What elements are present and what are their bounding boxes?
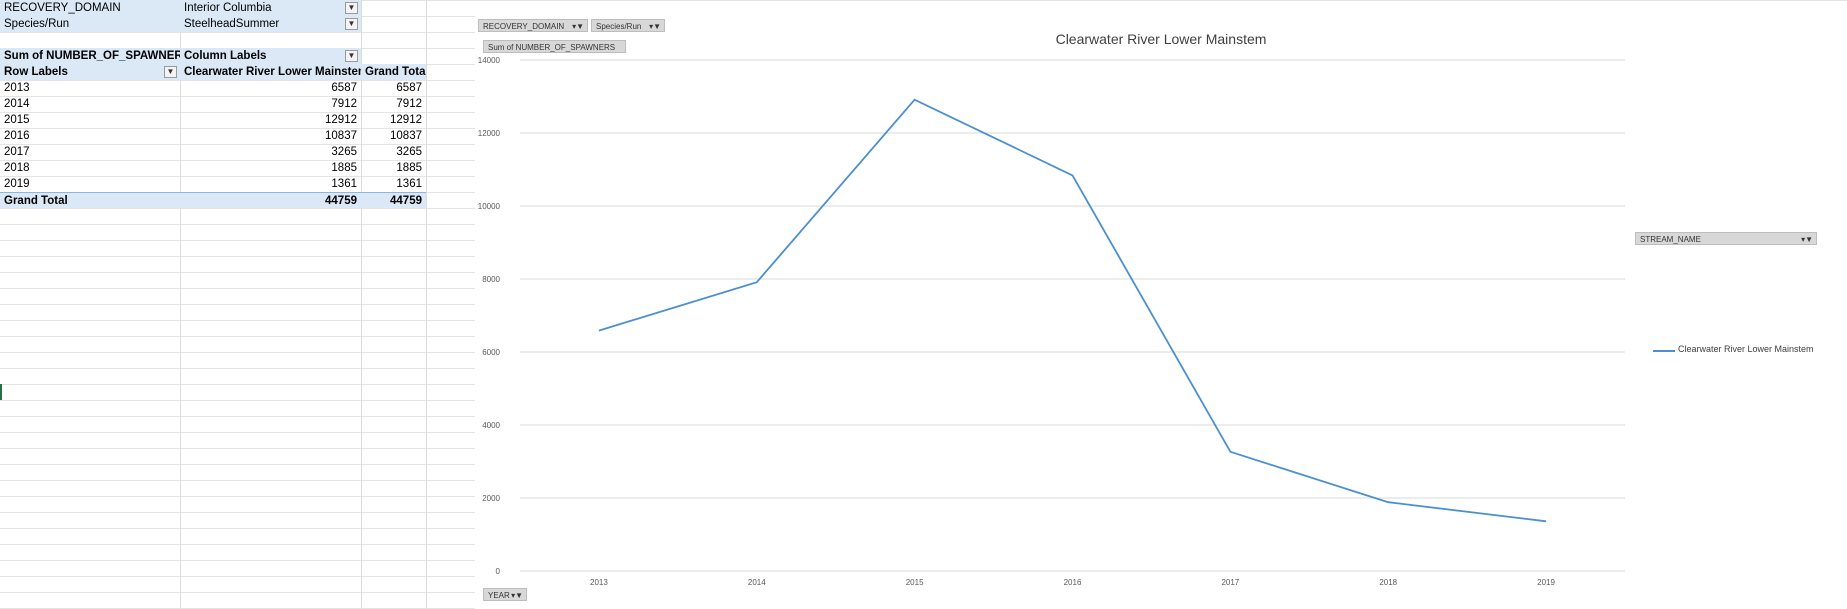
pivot-chart[interactable]: 0 2000 4000 6000 8000 10000 12000 14000 2013 2014…: [475, 13, 1847, 609]
chart-value-field-label: Sum of NUMBER_OF_SPAWNERS: [488, 43, 616, 52]
data-point[interactable]: [912, 97, 918, 103]
row-label-cell[interactable]: 2016: [4, 130, 30, 142]
chart-axis-field-year[interactable]: YEAR ▾▼: [483, 588, 527, 601]
grand-total-value: 44759: [180, 192, 361, 208]
column-divider: [180, 0, 181, 609]
column-filter-icon[interactable]: ▼: [345, 50, 358, 62]
value-cell[interactable]: 1361: [331, 178, 357, 190]
row-total-cell[interactable]: 6587: [396, 82, 422, 94]
row-labels-header: Row Labels: [0, 64, 180, 80]
value-cell[interactable]: 7912: [331, 98, 357, 110]
row-total-cell[interactable]: 10837: [390, 130, 422, 142]
filter-dropdown-icon: ▾▼: [649, 22, 661, 31]
data-point[interactable]: [1543, 518, 1549, 524]
chart-title: Clearwater River Lower Mainstem: [1055, 31, 1267, 47]
row-label-cell[interactable]: 2014: [4, 98, 30, 110]
y-tick-label: 12000: [478, 129, 501, 138]
filter-value-recovery-domain[interactable]: Interior Columbia: [180, 0, 361, 16]
y-tick-label: 8000: [482, 275, 500, 284]
data-point[interactable]: [1070, 172, 1076, 178]
row-total-cell[interactable]: 1885: [396, 162, 422, 174]
x-tick-label: 2014: [748, 578, 766, 587]
row-label-cell[interactable]: 2018: [4, 162, 30, 174]
value-cell[interactable]: 6587: [331, 82, 357, 94]
y-tick-label: 14000: [478, 56, 501, 65]
filter-field-species-run: Species/Run: [0, 16, 180, 32]
chart-filter-label: RECOVERY_DOMAIN: [483, 22, 565, 31]
row-label-cell[interactable]: 2017: [4, 146, 30, 158]
filter-dropdown-icon[interactable]: ▼: [345, 18, 358, 30]
x-tick-label: 2019: [1537, 578, 1555, 587]
filter-value-species-run[interactable]: SteelheadSummer: [180, 16, 361, 32]
legend-series-label: Clearwater River Lower Mainstem: [1678, 344, 1814, 354]
row-filter-icon[interactable]: ▼: [164, 66, 177, 78]
row-total-cell[interactable]: 3265: [396, 146, 422, 158]
series-line[interactable]: [598, 98, 1547, 523]
row-label-cell[interactable]: 2019: [4, 178, 30, 190]
value-cell[interactable]: 1885: [331, 162, 357, 174]
value-cell[interactable]: 10837: [325, 130, 357, 142]
chart-filter-species-run[interactable]: Species/Run ▾▼: [591, 19, 665, 32]
value-field-header: Sum of NUMBER_OF_SPAWNERS: [0, 48, 180, 64]
data-point[interactable]: [1227, 449, 1233, 455]
column-divider: [426, 0, 427, 609]
y-tick-label: 6000: [482, 348, 500, 357]
x-tick-label: 2015: [906, 578, 924, 587]
x-tick-label: 2018: [1379, 578, 1397, 587]
value-cell[interactable]: 3265: [331, 146, 357, 158]
column-name-header: Clearwater River Lower Mainstem: [180, 64, 361, 80]
data-point[interactable]: [1385, 499, 1391, 505]
x-tick-label: 2016: [1064, 578, 1082, 587]
chart-value-field-button[interactable]: Sum of NUMBER_OF_SPAWNERS: [483, 40, 626, 53]
value-cell[interactable]: 12912: [325, 114, 357, 126]
filter-dropdown-icon[interactable]: ▼: [345, 2, 358, 14]
selected-cell-marker: [0, 384, 2, 400]
row-total-cell[interactable]: 12912: [390, 114, 422, 126]
filter-dropdown-icon: ▾▼: [572, 22, 584, 31]
chart-plot: 0 2000 4000 6000 8000 10000 12000 14000 2013 2014…: [478, 56, 1625, 587]
chart-axis-field-label: YEAR: [488, 591, 510, 600]
chart-legend-field-label: STREAM_NAME: [1640, 235, 1701, 244]
grand-total-total: 44759: [361, 192, 426, 208]
y-tick-label: 2000: [482, 494, 500, 503]
x-tick-label: 2013: [590, 578, 608, 587]
chart-legend-field-stream-name[interactable]: STREAM_NAME ▾▼: [1635, 232, 1817, 245]
y-tick-label: 4000: [482, 421, 500, 430]
data-point[interactable]: [754, 279, 760, 285]
grand-total-header: Grand Total: [361, 64, 426, 80]
row-label-cell[interactable]: 2013: [4, 82, 30, 94]
grand-total-label: Grand Total: [0, 192, 180, 208]
chart-filter-label: Species/Run: [596, 22, 642, 31]
chart-filter-recovery-domain[interactable]: RECOVERY_DOMAIN ▾▼: [478, 19, 588, 32]
y-tick-label: 10000: [478, 202, 501, 211]
row-total-cell[interactable]: 7912: [396, 98, 422, 110]
filter-field-recovery-domain: RECOVERY_DOMAIN: [0, 0, 180, 16]
filter-dropdown-icon: ▾▼: [1801, 235, 1813, 244]
row-label-cell[interactable]: 2015: [4, 114, 30, 126]
data-point[interactable]: [596, 328, 602, 334]
row-total-cell[interactable]: 1361: [396, 178, 422, 190]
filter-dropdown-icon: ▾▼: [511, 591, 523, 600]
y-tick-label: 0: [496, 567, 501, 576]
legend-series-marker: [1653, 350, 1675, 352]
x-tick-label: 2017: [1221, 578, 1239, 587]
column-labels-header: Column Labels: [180, 48, 361, 64]
column-divider: [361, 0, 362, 609]
